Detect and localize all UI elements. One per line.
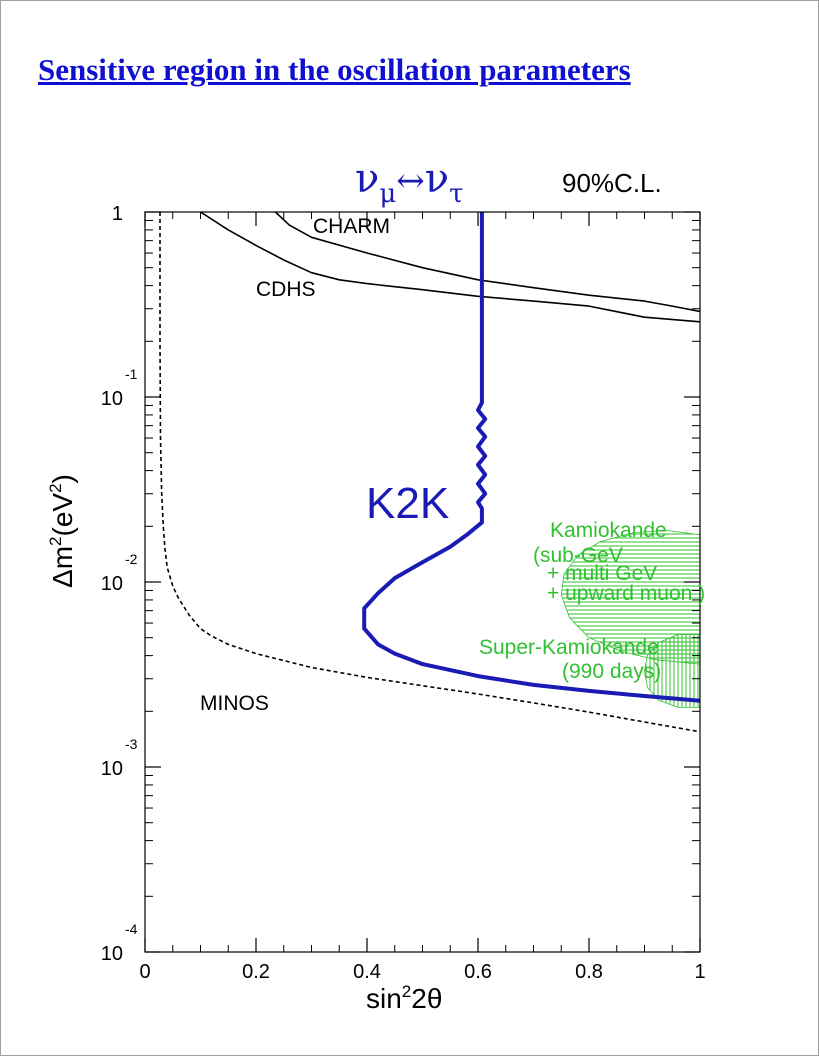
kamiokande-sub-gev-label: (sub-GeV	[533, 544, 623, 567]
oscillation-arrow: ↔	[396, 161, 425, 201]
x-tick-label: 1	[694, 961, 705, 983]
y-tick-label: 10	[101, 388, 123, 410]
y-tick-exponent: -4	[125, 921, 138, 937]
x-tick-label: 0	[139, 961, 150, 983]
y-tick-exponent: -3	[125, 736, 138, 752]
k2k-label: K2K	[366, 479, 449, 528]
super-kamiokande-days-label: (990 days)	[562, 660, 661, 683]
x-tick-label: 0.6	[464, 961, 492, 983]
minos-label: MINOS	[200, 692, 269, 715]
kamiokande-label: Kamiokande	[550, 519, 667, 542]
x-axis-label-main: sin	[366, 983, 402, 1014]
x-tick-label: 0.4	[353, 961, 381, 983]
tau-subscript: τ	[449, 179, 463, 209]
x-axis-label: sin22θ	[366, 982, 442, 1014]
y-tick-exponent: -1	[125, 366, 138, 382]
confidence-level-label: 90%C.L.	[562, 168, 662, 198]
y-axis-label-sup: 2	[46, 537, 65, 546]
nu-tau-symbol: ν	[425, 156, 449, 202]
slide-title: Sensitive region in the oscillation para…	[38, 52, 631, 87]
cdhs-curve	[200, 212, 700, 323]
super-kamiokande-region	[644, 634, 700, 708]
x-tick-label: 0.2	[242, 961, 270, 983]
channel-label: νμ↔ντ	[355, 156, 463, 209]
mu-subscript: μ	[379, 179, 396, 209]
cdhs-label: CDHS	[256, 278, 316, 301]
charm-label: CHARM	[313, 215, 390, 238]
nu-mu-symbol: ν	[355, 156, 379, 202]
y-axis-label: Δm2(eV2)	[46, 474, 78, 588]
x-axis-label-sup: 2	[402, 982, 411, 1001]
y-tick-label: 1	[112, 203, 123, 225]
y-axis-label-tail: )	[47, 474, 78, 483]
y-tick-label: 10	[101, 758, 123, 780]
x-tick-label: 0.8	[575, 961, 603, 983]
x-axis-label-tail: 2θ	[411, 983, 442, 1014]
kamiokande-multi-gev-label: + multi GeV	[547, 562, 657, 585]
y-tick-label: 10	[101, 943, 123, 965]
super-kamiokande-label: Super-Kamiokande	[479, 636, 659, 659]
charm-curve	[274, 212, 700, 313]
kamiokande-upward-muon-label: + upward muon )	[547, 582, 705, 605]
y-tick-label: 10	[101, 573, 123, 595]
y-tick-exponent: -2	[125, 551, 138, 567]
y-axis-label-sup2: 2	[46, 483, 65, 492]
y-axis-label-main: Δm	[47, 546, 78, 588]
k2k-curve	[362, 212, 700, 703]
y-axis-label-mid: (eV	[47, 493, 78, 537]
